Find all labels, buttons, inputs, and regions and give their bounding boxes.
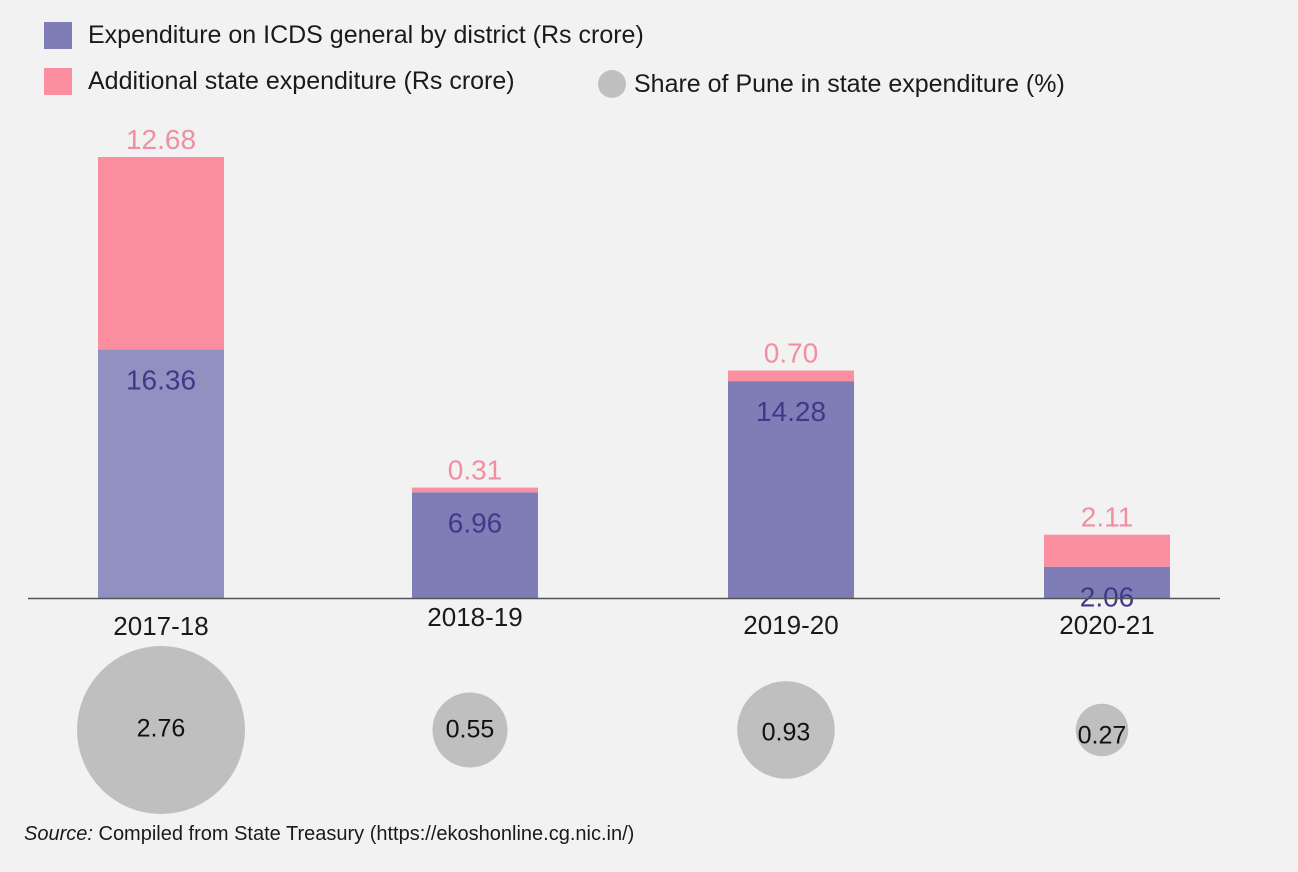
legend-swatch-additional — [44, 68, 72, 95]
label-additional-2017-18: 12.68 — [126, 124, 196, 155]
legend-label-base: Expenditure on ICDS general by district … — [88, 21, 644, 49]
legend-swatch-share — [598, 70, 626, 98]
bar-base-2017-18 — [98, 349, 224, 598]
label-additional-2018-19: 0.31 — [448, 455, 503, 486]
label-base-2017-18: 16.36 — [126, 365, 196, 396]
label-base-2018-19: 6.96 — [448, 507, 503, 538]
label-additional-2019-20: 0.70 — [764, 338, 819, 369]
share-label-2019-20: 0.93 — [762, 719, 811, 747]
bar-additional-2019-20 — [728, 370, 854, 382]
x-tick-2018-19: 2018-19 — [427, 602, 522, 632]
source-label: Source: — [24, 823, 93, 845]
bar-additional-2018-19 — [412, 487, 538, 493]
share-bubble-2017-18 — [77, 646, 245, 814]
label-additional-2020-21: 2.11 — [1081, 502, 1133, 533]
x-tick-labels: 2017-18 2018-19 2019-20 2020-21 — [113, 602, 1154, 641]
bar-base-2018-19 — [412, 492, 538, 598]
share-label-2017-18: 2.76 — [137, 715, 186, 743]
share-bubble-2018-19 — [432, 692, 508, 768]
share-label-2020-21: 0.27 — [1078, 722, 1127, 750]
legend: Expenditure on ICDS general by district … — [44, 21, 1065, 98]
bar-additional-2020-21 — [1044, 534, 1170, 567]
label-base-2020-21: 2.06 — [1080, 582, 1135, 613]
bar-additional-2017-18 — [98, 157, 224, 350]
share-bubble-2020-21 — [1075, 703, 1129, 757]
x-tick-2017-18: 2017-18 — [113, 611, 208, 641]
bars-layer: 16.36 12.68 6.96 0.31 14.28 0.70 2.06 2.11 — [98, 124, 1170, 613]
source-note: Source: Compiled from State Treasury (ht… — [24, 823, 634, 846]
share-bubbles: 2.76 0.55 0.93 0.27 — [77, 646, 1129, 814]
x-tick-2020-21: 2020-21 — [1059, 610, 1154, 640]
bar-base-2020-21 — [1044, 566, 1170, 598]
share-label-2018-19: 0.55 — [446, 716, 495, 744]
x-tick-2019-20: 2019-20 — [743, 610, 838, 640]
share-bubble-2019-20 — [737, 681, 835, 779]
legend-label-share: Share of Pune in state expenditure (%) — [634, 70, 1065, 98]
source-text: Compiled from State Treasury (https://ek… — [92, 823, 635, 845]
label-base-2019-20: 14.28 — [756, 396, 826, 427]
legend-label-additional: Additional state expenditure (Rs crore) — [88, 67, 515, 95]
bar-base-2019-20 — [728, 381, 854, 598]
legend-swatch-base — [44, 22, 72, 49]
